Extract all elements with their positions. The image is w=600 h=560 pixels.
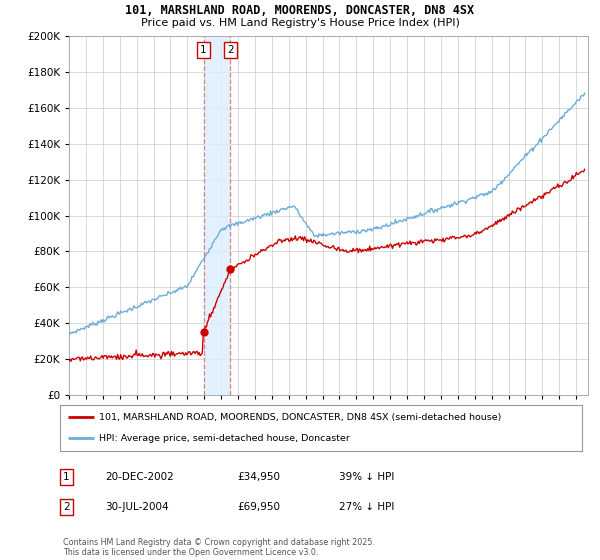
Text: Contains HM Land Registry data © Crown copyright and database right 2025.
This d: Contains HM Land Registry data © Crown c… [63,538,375,557]
Text: 27% ↓ HPI: 27% ↓ HPI [339,502,394,512]
Text: 101, MARSHLAND ROAD, MOORENDS, DONCASTER, DN8 4SX (semi-detached house): 101, MARSHLAND ROAD, MOORENDS, DONCASTER… [99,413,502,422]
Text: 39% ↓ HPI: 39% ↓ HPI [339,472,394,482]
Text: 2: 2 [63,502,70,512]
Text: 101, MARSHLAND ROAD, MOORENDS, DONCASTER, DN8 4SX: 101, MARSHLAND ROAD, MOORENDS, DONCASTER… [125,4,475,17]
Text: HPI: Average price, semi-detached house, Doncaster: HPI: Average price, semi-detached house,… [99,434,350,443]
Text: 1: 1 [200,45,207,55]
Text: 1: 1 [63,472,70,482]
Text: £69,950: £69,950 [237,502,280,512]
Bar [203,36,230,395]
Text: 20-DEC-2002: 20-DEC-2002 [105,472,174,482]
Text: 30-JUL-2004: 30-JUL-2004 [105,502,169,512]
Text: Price paid vs. HM Land Registry's House Price Index (HPI): Price paid vs. HM Land Registry's House … [140,18,460,29]
Text: £34,950: £34,950 [237,472,280,482]
Text: 2: 2 [227,45,233,55]
